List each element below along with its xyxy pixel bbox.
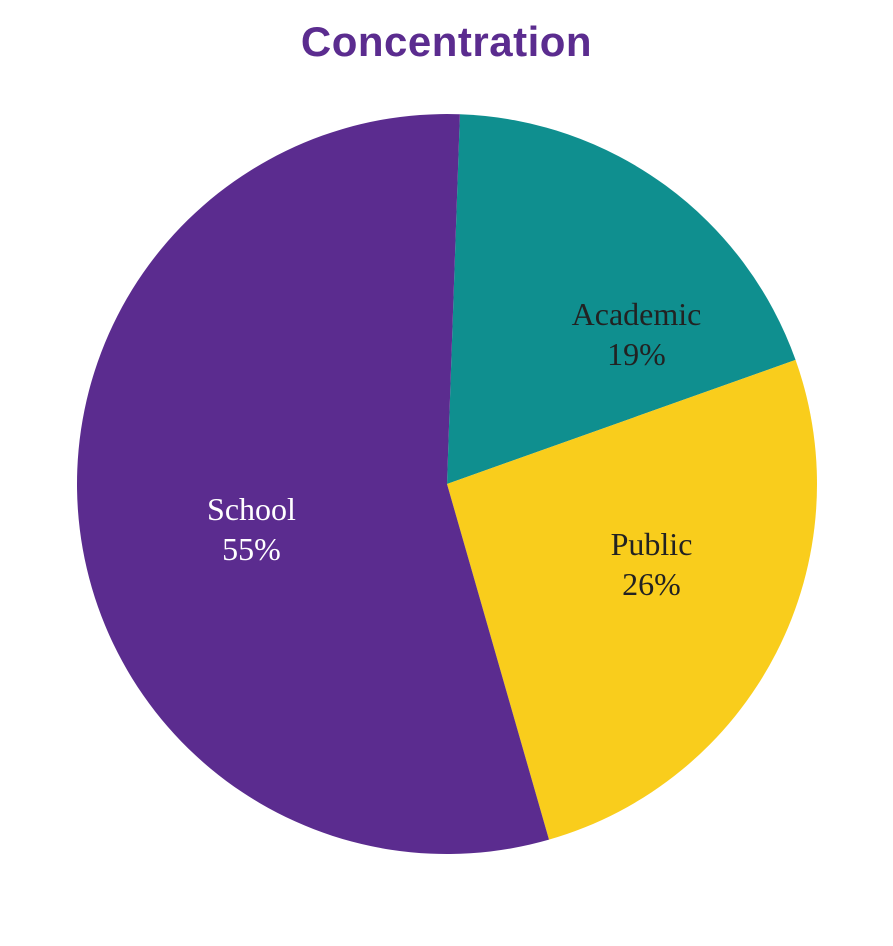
pie-label-percent: 26% — [611, 564, 693, 604]
chart-title: Concentration — [301, 18, 592, 66]
pie-label-percent: 19% — [572, 334, 702, 374]
pie-chart: Academic19% Public26% School55% — [77, 114, 817, 854]
pie-label-name: School — [207, 489, 296, 529]
pie-label-name: Academic — [572, 294, 702, 334]
pie-label-percent: 55% — [207, 529, 296, 569]
pie-label-school: School55% — [207, 489, 296, 569]
pie-svg — [77, 114, 817, 854]
pie-label-academic: Academic19% — [572, 294, 702, 374]
pie-label-public: Public26% — [611, 524, 693, 604]
pie-label-name: Public — [611, 524, 693, 564]
